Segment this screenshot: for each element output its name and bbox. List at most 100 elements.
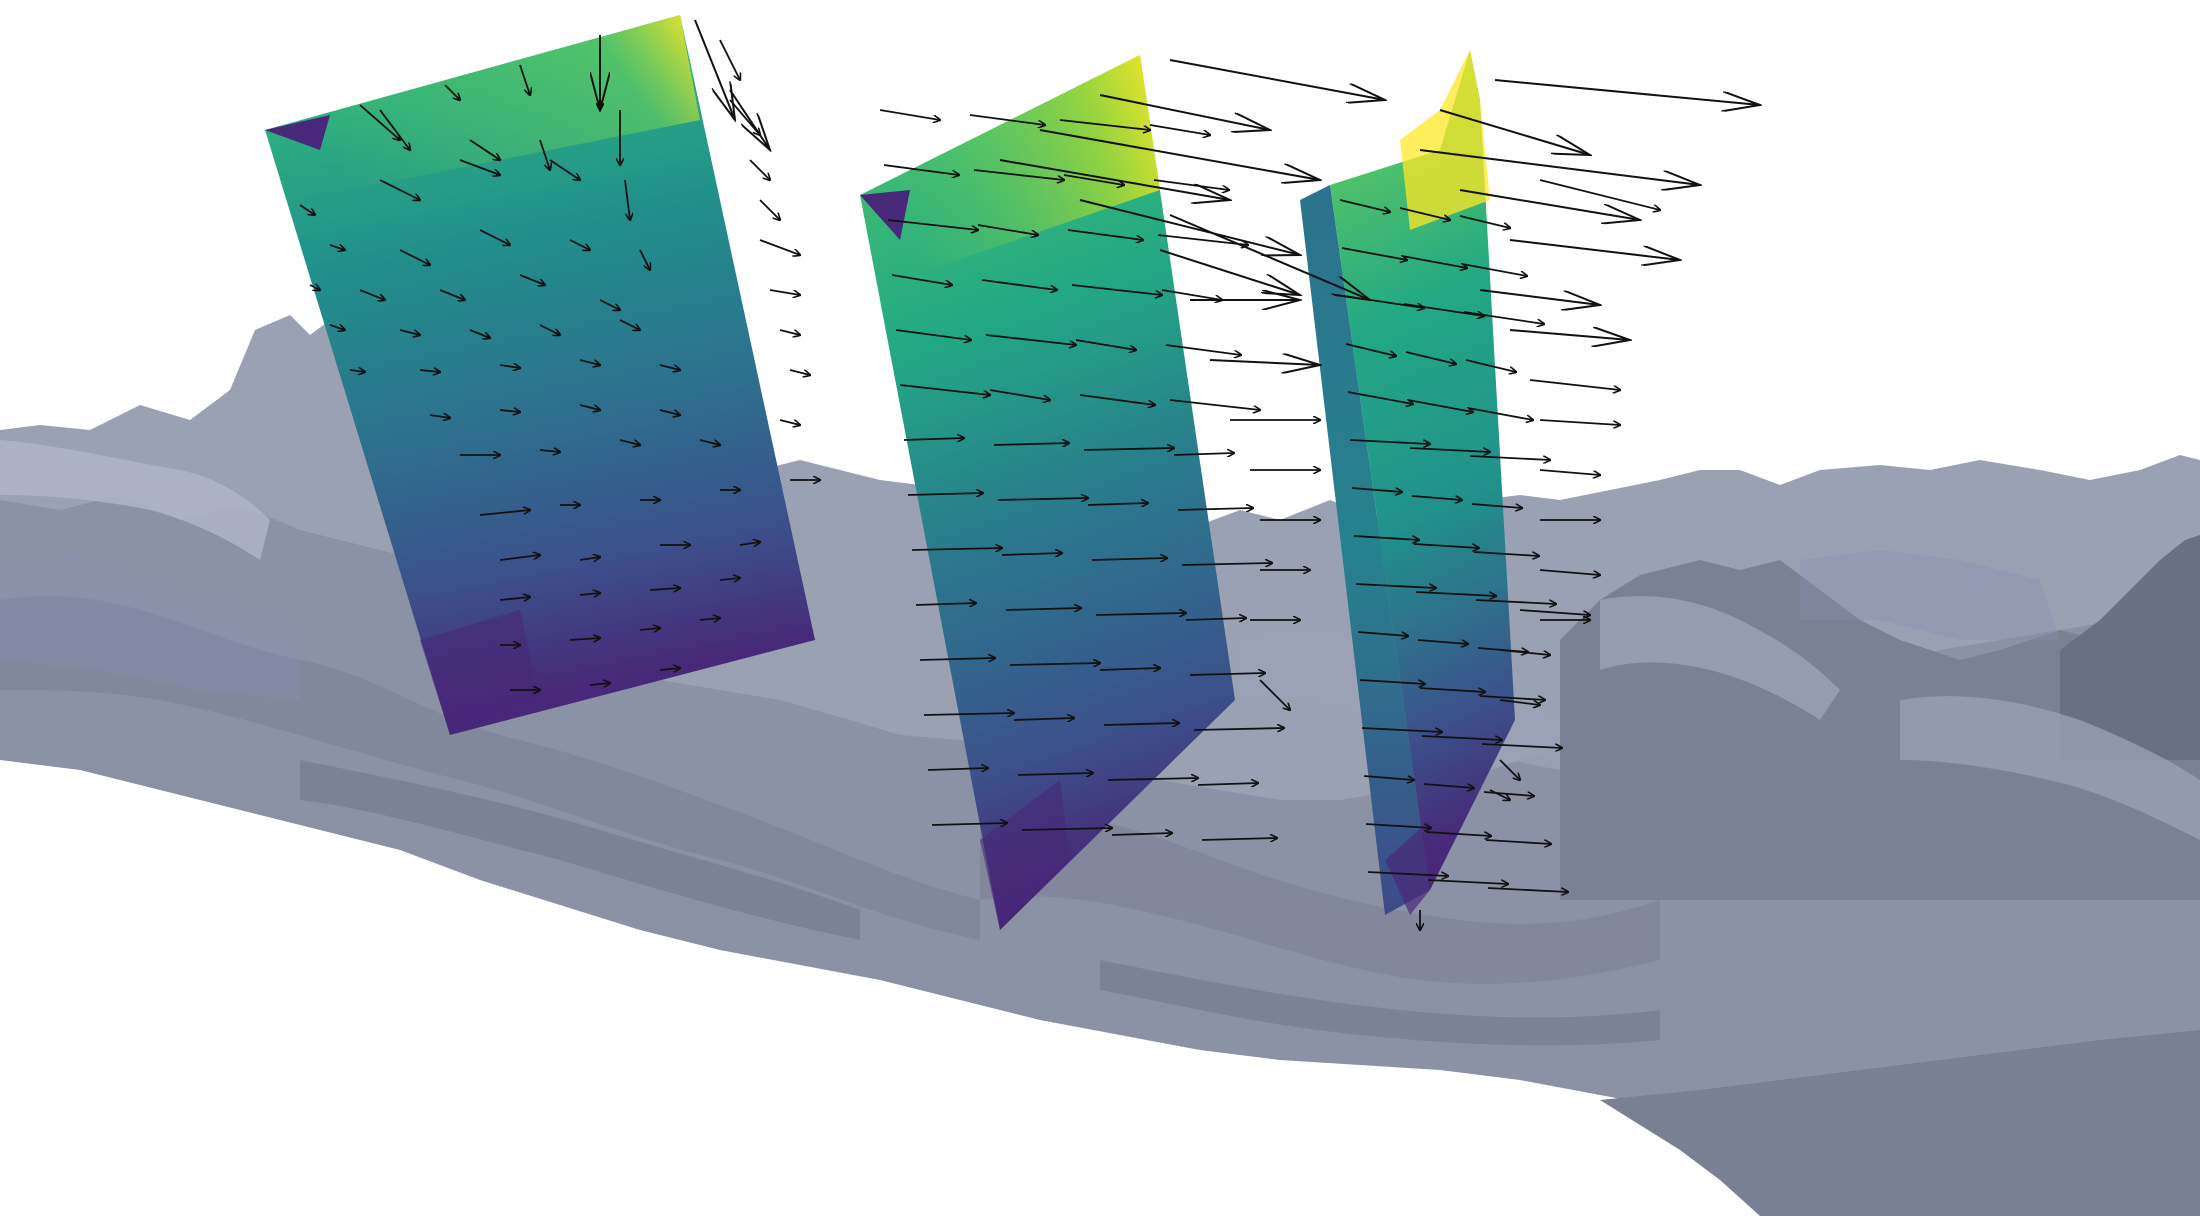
vector-arrow-90 — [985, 334, 1076, 345]
vector-arrow-41 — [479, 510, 530, 516]
vector-arrow-168 — [1355, 583, 1436, 588]
vector-arrow-30 — [499, 365, 520, 368]
vector-arrow-85 — [891, 274, 952, 285]
vector-arrow-118 — [1013, 718, 1074, 720]
vector-arrow-20 — [439, 289, 465, 300]
vector-arrow-190 — [1439, 109, 1590, 155]
vector-arrow-63 — [759, 199, 780, 220]
vector-arrow-51 — [649, 588, 680, 590]
vector-arrow-167 — [1473, 551, 1539, 556]
vector-arrow-135 — [1159, 249, 1300, 295]
vector-arrow-103 — [1087, 503, 1148, 505]
vector-arrow-178 — [1421, 735, 1502, 740]
vector-arrow-165 — [1353, 535, 1419, 540]
vector-arrow-10 — [379, 179, 420, 200]
vector-arrow-32 — [659, 364, 680, 370]
vector-arrow-92 — [1165, 344, 1241, 355]
vector-arrow-22 — [599, 299, 620, 310]
vector-arrow-2 — [519, 64, 530, 95]
vector-arrow-84 — [1157, 234, 1248, 245]
vector-arrow-46 — [579, 557, 600, 560]
slice-1-corner-dark — [265, 115, 330, 150]
vector-arrow-122 — [1017, 773, 1093, 775]
vector-arrow-28 — [349, 370, 365, 372]
vector-arrow-15 — [479, 229, 510, 245]
vector-arrow-149 — [1461, 263, 1527, 276]
vector-arrow-131 — [1039, 129, 1320, 180]
vector-arrow-166 — [1413, 543, 1479, 548]
vector-arrow-25 — [469, 329, 490, 338]
vector-arrow-188 — [1487, 887, 1568, 892]
vector-arrow-24 — [399, 329, 420, 335]
slice-1-face — [265, 15, 815, 735]
vector-arrow-195 — [1509, 330, 1630, 340]
vector-arrow-148 — [1401, 255, 1467, 268]
vector-arrow-18 — [309, 285, 320, 290]
vector-arrow-74 — [969, 114, 1045, 125]
vector-arrow-87 — [1071, 284, 1162, 295]
vector-arrow-189 — [1494, 79, 1760, 105]
vector-arrow-45 — [499, 555, 540, 561]
vector-arrow-196 — [1529, 379, 1620, 390]
vector-arrow-150 — [1343, 295, 1424, 308]
vector-arrow-157 — [1407, 399, 1473, 412]
vector-arrow-174 — [1359, 679, 1425, 684]
vector-arrow-67 — [789, 369, 810, 375]
vector-arrow-62 — [749, 159, 770, 180]
slice-2 — [860, 55, 1235, 930]
vector-arrow-185 — [1485, 839, 1551, 844]
vector-arrow-145 — [1399, 207, 1450, 220]
vector-arrow-76 — [1149, 124, 1210, 135]
vector-arrow-115 — [1099, 668, 1160, 670]
terrain-highlight-1 — [0, 440, 270, 560]
vector-arrow-191 — [1419, 149, 1700, 185]
vector-arrow-121 — [927, 768, 988, 770]
slice-3-top-highlight — [1400, 50, 1490, 230]
vector-arrow-29 — [419, 370, 440, 372]
vector-arrow-143 — [1259, 679, 1290, 710]
vector-arrow-100 — [1173, 453, 1234, 455]
vector-arrow-40 — [699, 439, 720, 445]
vector-arrow-159 — [1349, 439, 1430, 444]
vector-arrow-197 — [1539, 419, 1620, 425]
vector-arrow-34 — [499, 410, 520, 412]
vector-arrow-97 — [903, 438, 964, 440]
vector-arrow-162 — [1351, 487, 1402, 492]
vector-arrow-177 — [1361, 727, 1442, 732]
vector-arrow-180 — [1363, 775, 1414, 780]
vector-arrow-123 — [1107, 778, 1198, 780]
vector-arrow-50 — [579, 593, 600, 595]
vector-arrow-181 — [1423, 783, 1474, 788]
vector-arrow-151 — [1403, 303, 1484, 316]
vector-arrow-105 — [911, 548, 1002, 550]
vector-arrow-19 — [359, 289, 385, 300]
vector-arrow-6 — [469, 139, 500, 160]
terrain-shade-1 — [0, 595, 980, 940]
terrain-valley-2 — [1100, 960, 1660, 1046]
vector-arrow-128 — [1201, 838, 1277, 840]
vector-arrow-161 — [1469, 455, 1550, 460]
vector-arrow-95 — [1079, 394, 1155, 405]
vector-arrow-75 — [1059, 119, 1150, 130]
vector-arrow-119 — [1103, 723, 1179, 725]
vector-arrow-201 — [1519, 609, 1590, 615]
vector-arrow-71 — [729, 89, 770, 150]
vector-arrow-64 — [759, 239, 800, 255]
vector-arrow-33 — [429, 415, 450, 418]
vector-arrow-163 — [1411, 495, 1462, 500]
vector-arrow-93 — [899, 384, 990, 395]
vector-arrow-68 — [779, 419, 800, 425]
vector-arrow-99 — [1083, 448, 1174, 450]
vector-arrow-120 — [1193, 728, 1284, 730]
vector-arrow-36 — [659, 409, 680, 415]
vector-arrow-101 — [907, 493, 983, 495]
slice-3-bottom-dark — [1385, 820, 1430, 915]
vector-arrow-204 — [1499, 759, 1520, 780]
vector-arrow-112 — [1185, 618, 1246, 620]
vector-arrow-86 — [981, 279, 1057, 290]
vector-arrow-153 — [1345, 343, 1396, 356]
vector-arrow-31 — [579, 359, 600, 365]
vector-arrow-158 — [1467, 407, 1533, 420]
vector-arrow-108 — [1181, 563, 1272, 565]
vector-arrow-126 — [1021, 828, 1112, 830]
